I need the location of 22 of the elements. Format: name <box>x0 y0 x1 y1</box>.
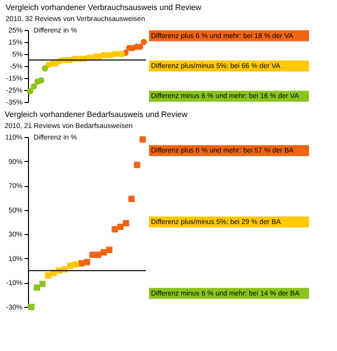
point <box>117 224 124 230</box>
point <box>39 280 46 288</box>
point <box>140 136 146 143</box>
point <box>67 262 74 269</box>
chart-title: Vergleich vorhandener Bedarfsausweis und Review <box>4 110 188 119</box>
point <box>134 162 140 168</box>
point <box>128 196 135 202</box>
point <box>100 249 107 256</box>
point <box>42 65 48 72</box>
point <box>106 246 112 254</box>
chart-title: Vergleich vorhandener Verbrauchsausweis und Review <box>6 3 202 12</box>
point <box>27 88 34 94</box>
point <box>38 77 44 84</box>
point <box>72 261 80 268</box>
point <box>140 38 147 46</box>
point <box>84 258 90 266</box>
point <box>122 220 130 226</box>
point <box>112 226 118 232</box>
point <box>94 252 102 258</box>
point <box>30 83 38 90</box>
point <box>28 304 35 310</box>
point <box>34 284 40 291</box>
